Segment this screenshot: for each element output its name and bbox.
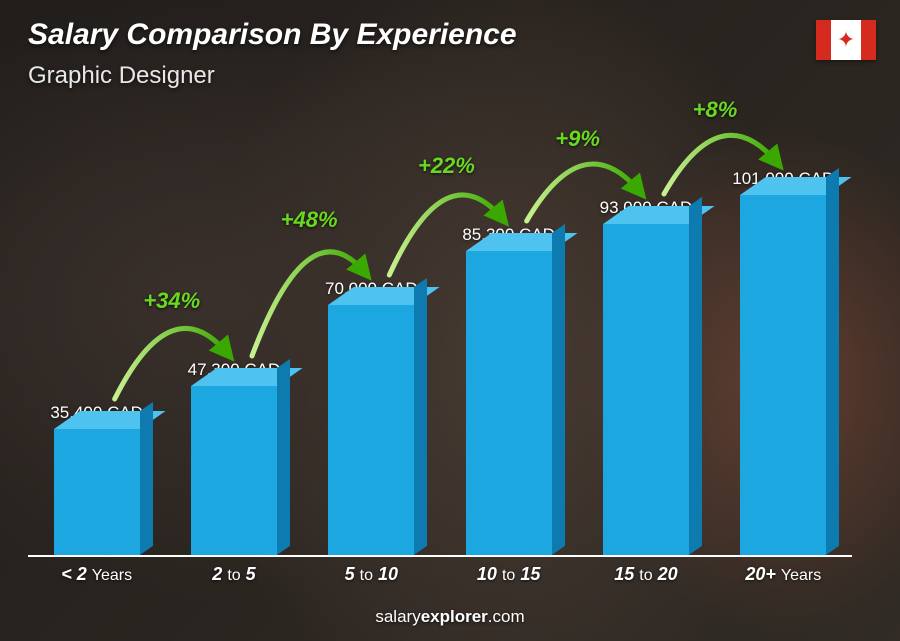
x-axis-labels: < 2 Years2 to 55 to 1010 to 1515 to 2020…: [28, 564, 852, 585]
x-axis-label: 5 to 10: [303, 564, 440, 585]
x-axis-label: 20+ Years: [715, 564, 852, 585]
bar-side-face: [689, 197, 702, 555]
x-axis-label: 10 to 15: [440, 564, 577, 585]
increase-label: +8%: [693, 97, 738, 123]
x-axis-label: 15 to 20: [577, 564, 714, 585]
chart-subtitle: Graphic Designer: [28, 62, 215, 90]
bar: [740, 195, 826, 555]
bar-group: 35,400 CAD: [28, 123, 165, 555]
footer-prefix: salary: [375, 607, 420, 626]
bar-group: 70,000 CAD: [303, 123, 440, 555]
x-axis-baseline: [28, 555, 852, 557]
bar-side-face: [826, 168, 839, 555]
footer-attribution: salaryexplorer.com: [0, 607, 900, 627]
bar: [54, 429, 140, 555]
x-axis-label: 2 to 5: [165, 564, 302, 585]
x-axis-label: < 2 Years: [28, 564, 165, 585]
bar-side-face: [140, 402, 153, 555]
footer-bold: explorer: [421, 607, 488, 626]
flag-canada: ✦: [816, 20, 876, 60]
footer-suffix: .com: [488, 607, 525, 626]
bar-group: 47,300 CAD: [165, 123, 302, 555]
bar: [191, 386, 277, 555]
chart-title: Salary Comparison By Experience: [28, 18, 517, 52]
bar-front-face: [328, 305, 414, 555]
bar: [603, 224, 689, 555]
maple-leaf-icon: ✦: [837, 29, 855, 51]
bar-front-face: [740, 195, 826, 555]
bar-group: 85,300 CAD: [440, 123, 577, 555]
bar-front-face: [603, 224, 689, 555]
bar-group: 93,000 CAD: [577, 123, 714, 555]
flag-stripe-center: ✦: [831, 20, 861, 60]
bar-group: 101,000 CAD: [715, 123, 852, 555]
bar: [328, 305, 414, 555]
bar-side-face: [277, 359, 290, 555]
bar-side-face: [414, 278, 427, 555]
flag-stripe-right: [861, 20, 876, 60]
bar: [466, 251, 552, 555]
bar-front-face: [191, 386, 277, 555]
bar-front-face: [466, 251, 552, 555]
bar-side-face: [552, 224, 565, 555]
chart-container: Salary Comparison By Experience Graphic …: [0, 0, 900, 641]
bar-chart: 35,400 CAD 47,300 CAD 70,000 CAD 85,300 …: [28, 123, 852, 583]
flag-stripe-left: [816, 20, 831, 60]
bar-front-face: [54, 429, 140, 555]
bars-row: 35,400 CAD 47,300 CAD 70,000 CAD 85,300 …: [28, 123, 852, 555]
